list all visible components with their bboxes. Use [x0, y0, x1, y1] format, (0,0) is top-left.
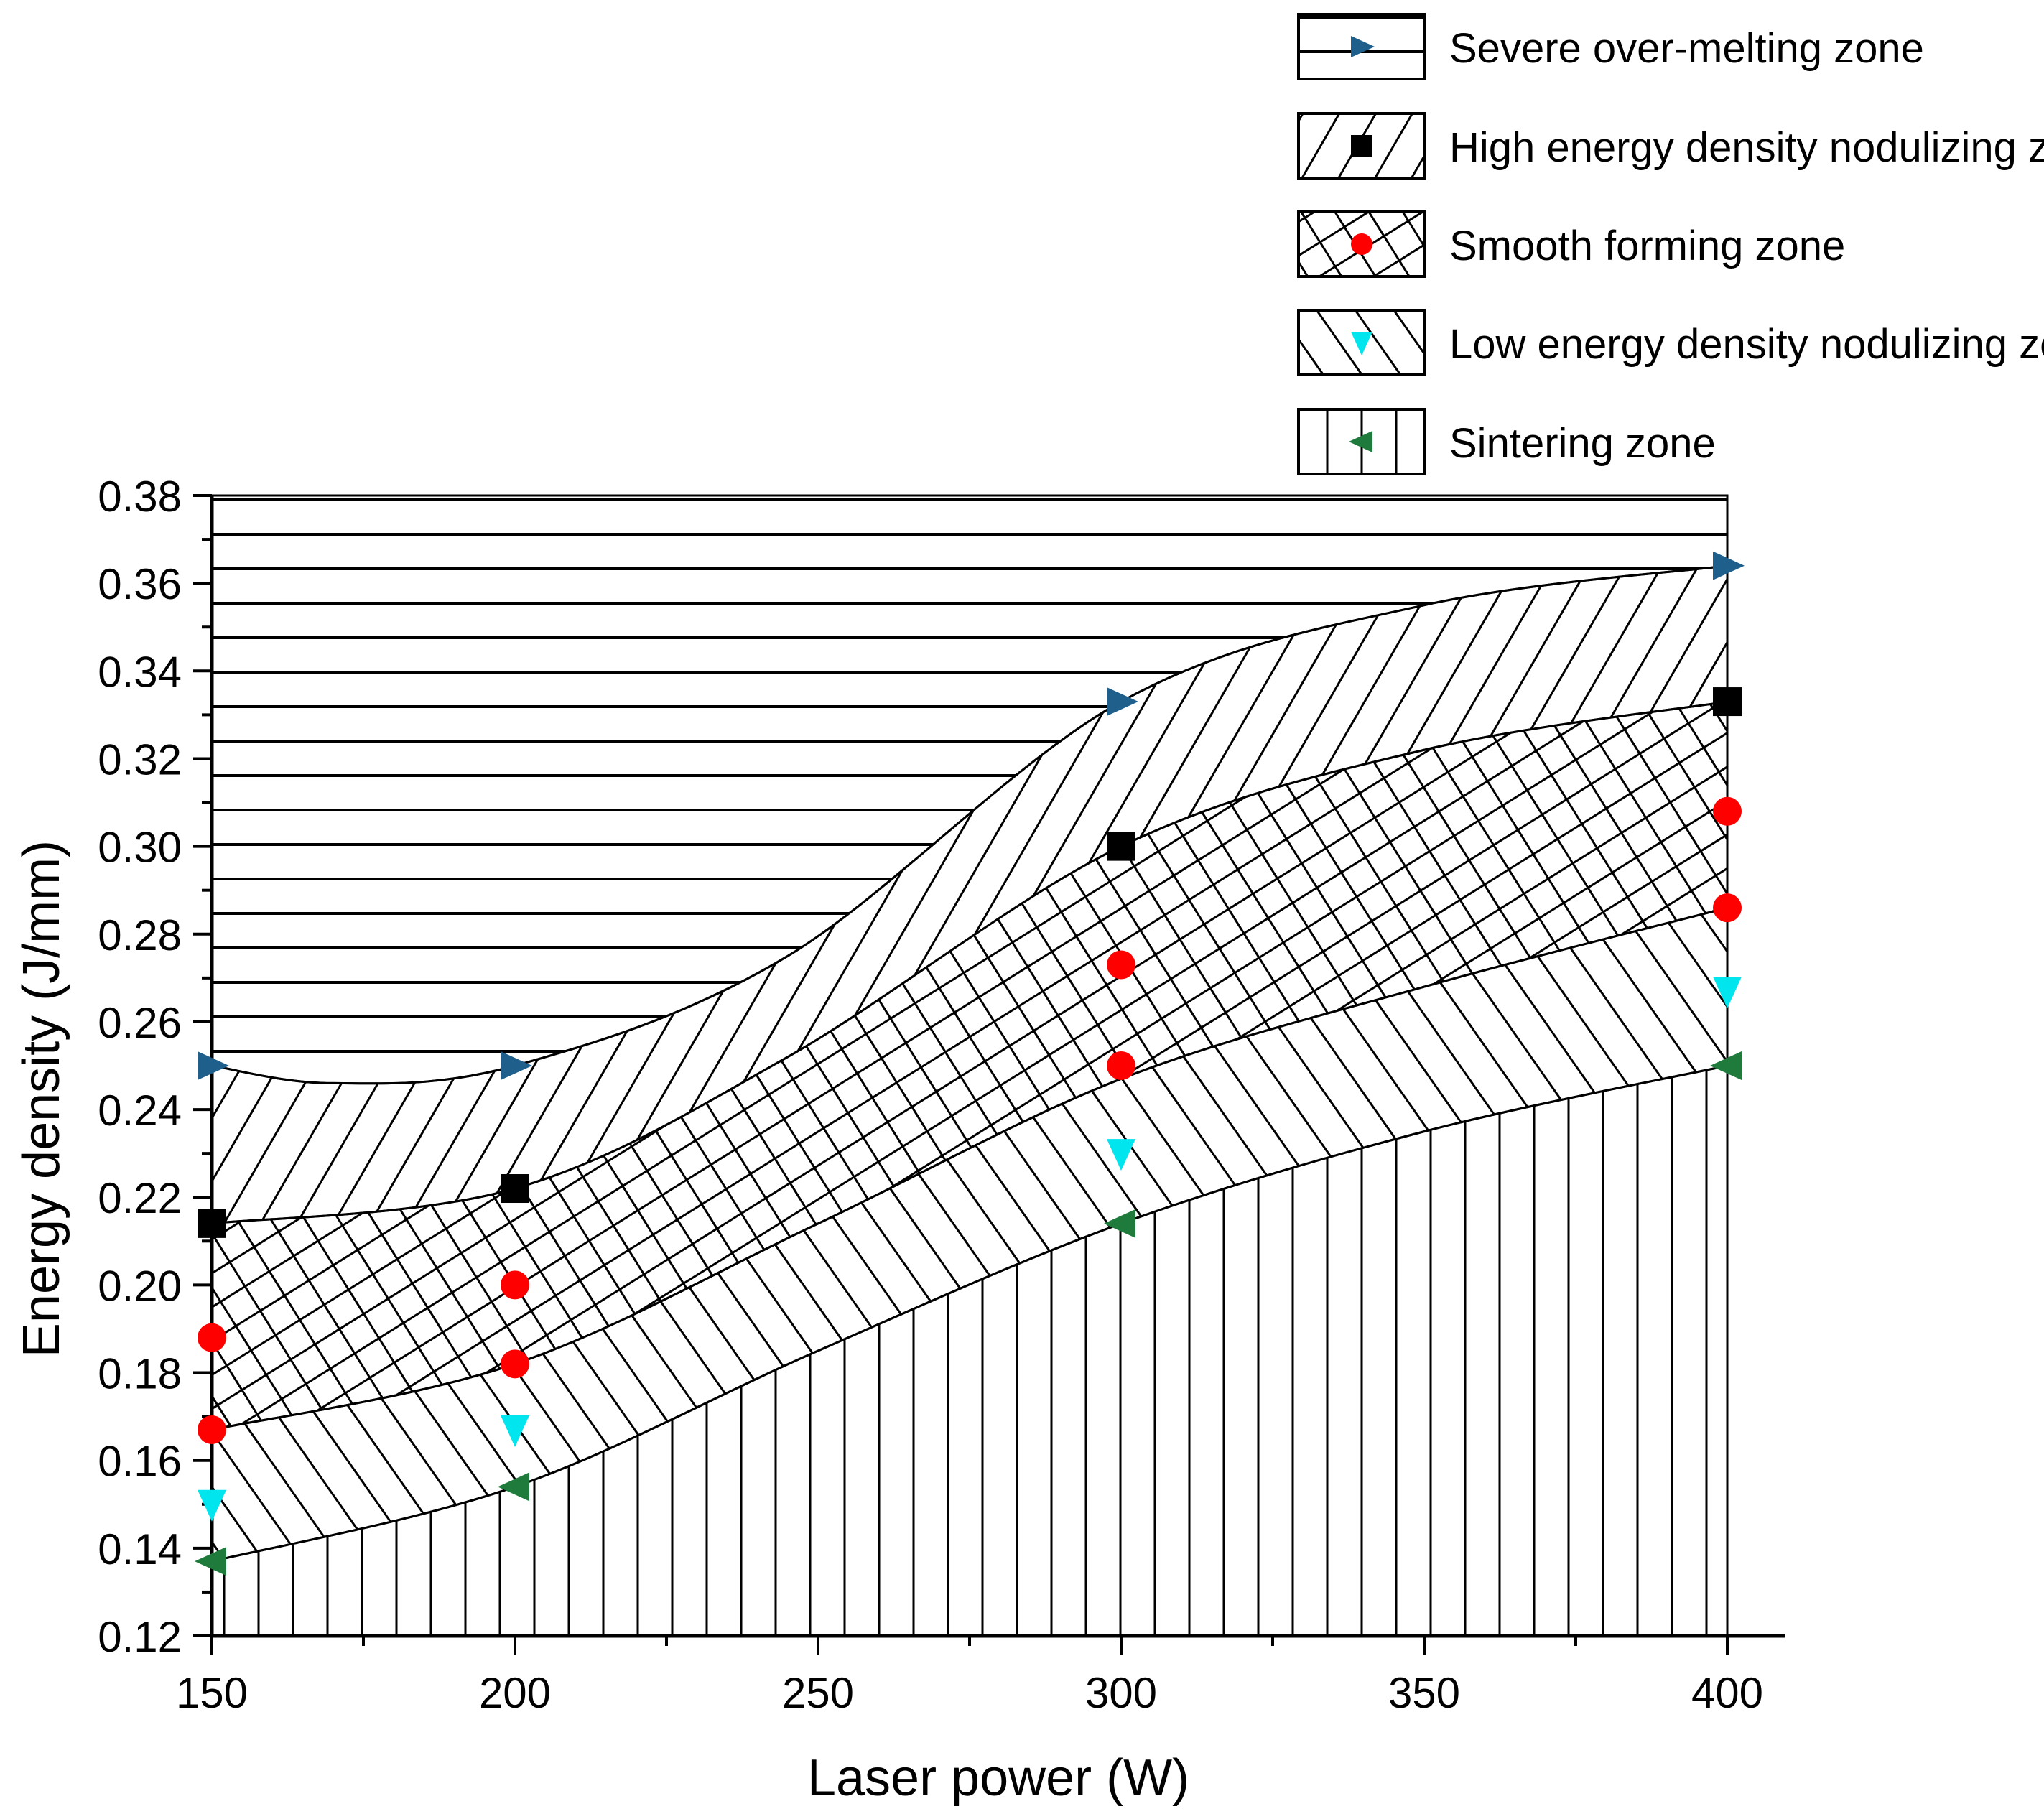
legend-marker-low-energy-density-nodulizing-zone [1351, 332, 1372, 355]
y-tick-label: 0.36 [98, 560, 182, 608]
x-tick-label: 250 [782, 1669, 854, 1717]
tick-labels: 0.12 0.14 0.16 0.18 0.20 0.22 0.24 0.26 0.28 0.30… [98, 473, 1763, 1717]
legend-marker-smooth-forming-zone [1351, 233, 1372, 255]
legend-item-high-energy-density-nodulizing-zone: High energy density nodulizing zone [1297, 112, 2044, 180]
y-tick-label: 0.18 [98, 1350, 182, 1398]
data-point-severe-over-melting-zone [198, 1051, 229, 1080]
data-point-sintering-zone [498, 1472, 529, 1502]
legend-item-sintering-zone: Sintering zone [1297, 408, 1716, 475]
data-point-smooth-forming-zone [501, 1349, 529, 1379]
data-point-smooth-forming-zone [1107, 950, 1135, 980]
x-tick-label: 400 [1691, 1669, 1763, 1717]
data-point-sintering-zone [1710, 1051, 1742, 1080]
data-point-smooth-forming-zone [1713, 893, 1742, 923]
x-axis-title: Laser power (W) [807, 1749, 1189, 1807]
data-point-smooth-forming-zone [501, 1270, 529, 1300]
y-tick-label: 0.26 [98, 999, 182, 1047]
data-point-low-energy-density-nodulizing-zone [1107, 1139, 1135, 1171]
data-point-smooth-forming-zone [1107, 1051, 1135, 1080]
data-point-high-energy-density-nodulizing-zone [501, 1174, 529, 1204]
data-point-smooth-forming-zone [198, 1415, 226, 1444]
y-tick-label: 0.20 [98, 1262, 182, 1310]
legend-label: Low energy density nodulizing zone [1449, 321, 2044, 368]
y-tick-label: 0.34 [98, 648, 182, 696]
data-point-high-energy-density-nodulizing-zone [198, 1209, 226, 1238]
data-point-severe-over-melting-zone [501, 1051, 532, 1080]
legend-item-severe-over-melting-zone: Severe over-melting zone [1297, 13, 1924, 80]
x-tick-label: 150 [176, 1669, 248, 1717]
legend-label: Smooth forming zone [1449, 223, 1845, 269]
legend-item-low-energy-density-nodulizing-zone: Low energy density nodulizing zone [1297, 309, 2044, 376]
legend-item-smooth-forming-zone: Smooth forming zone [1297, 210, 1845, 278]
data-points [195, 551, 1745, 1576]
data-point-low-energy-density-nodulizing-zone [501, 1415, 529, 1447]
data-point-smooth-forming-zone [1713, 796, 1742, 826]
x-tick-label: 350 [1388, 1669, 1460, 1717]
zones-layer [210, 494, 1729, 1637]
x-tick-label: 300 [1085, 1669, 1157, 1717]
y-tick-label: 0.16 [98, 1438, 182, 1486]
tick-marks [193, 494, 1729, 1655]
legend-marker-severe-over-melting-zone [1351, 36, 1375, 57]
y-axis-title: Energy density (J/mm) [13, 840, 70, 1357]
data-point-sintering-zone [1104, 1209, 1135, 1238]
legend-label: Severe over-melting zone [1449, 25, 1924, 72]
legend-marker-sintering-zone [1349, 431, 1372, 452]
data-point-high-energy-density-nodulizing-zone [1713, 687, 1742, 717]
y-tick-label: 0.38 [98, 473, 182, 521]
y-tick-label: 0.12 [98, 1613, 182, 1661]
y-tick-label: 0.14 [98, 1525, 182, 1573]
data-point-high-energy-density-nodulizing-zone [1107, 832, 1135, 861]
x-tick-label: 200 [479, 1669, 551, 1717]
data-point-low-energy-density-nodulizing-zone [1713, 977, 1742, 1009]
data-point-sintering-zone [195, 1547, 226, 1576]
y-tick-label: 0.30 [98, 824, 182, 872]
legend: Severe over-melting zone High energy dens… [1297, 13, 2044, 475]
y-tick-label: 0.32 [98, 735, 182, 783]
y-tick-label: 0.28 [98, 911, 182, 959]
data-point-low-energy-density-nodulizing-zone [198, 1489, 226, 1522]
legend-label: High energy density nodulizing zone [1449, 124, 2044, 171]
y-tick-label: 0.24 [98, 1087, 182, 1135]
data-point-severe-over-melting-zone [1713, 551, 1745, 580]
legend-marker-high-energy-density-nodulizing-zone [1351, 135, 1372, 157]
data-point-severe-over-melting-zone [1107, 687, 1138, 717]
legend-label: Sintering zone [1449, 420, 1716, 467]
y-tick-label: 0.22 [98, 1174, 182, 1222]
data-point-smooth-forming-zone [198, 1323, 226, 1352]
